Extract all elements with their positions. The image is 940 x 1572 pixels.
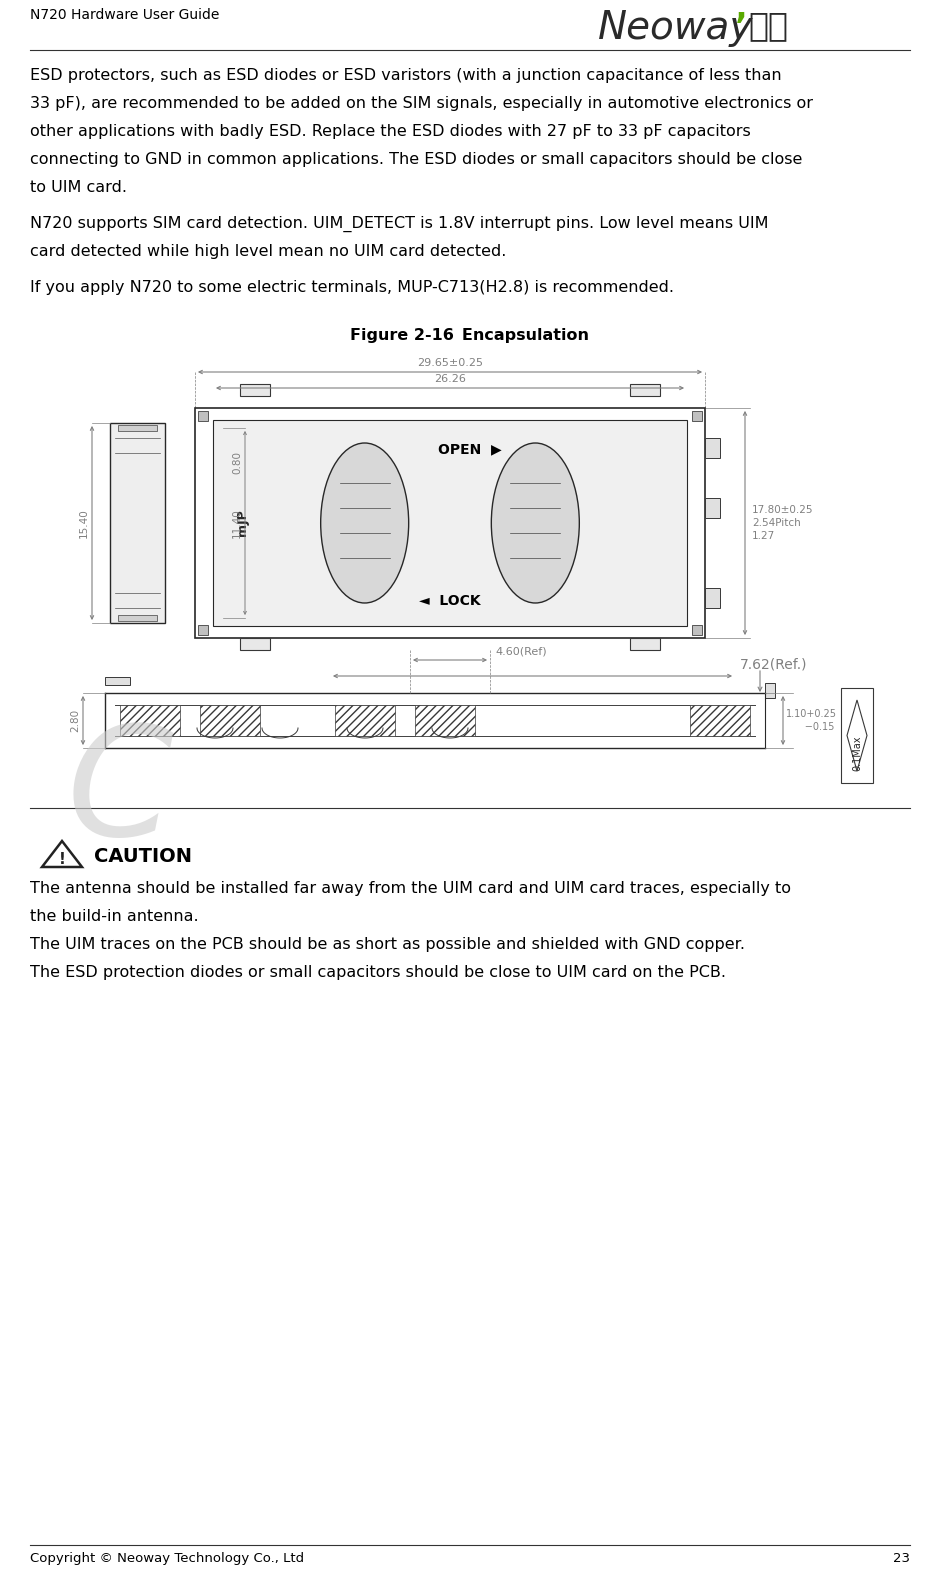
Text: the build-in antenna.: the build-in antenna. [30, 909, 198, 924]
Bar [690, 704, 750, 736]
Text: ESD protectors, such as ESD diodes or ESD varistors (with a junction capacitance: ESD protectors, such as ESD diodes or ES… [30, 68, 782, 83]
Bar [118, 615, 157, 621]
Text: ’: ’ [735, 11, 747, 44]
Text: 29.65±0.25: 29.65±0.25 [417, 358, 483, 368]
Text: C: C [67, 718, 173, 868]
Text: card detected while high level mean no UIM card detected.: card detected while high level mean no U… [30, 244, 507, 259]
Text: Neoway: Neoway [598, 9, 753, 47]
Bar [118, 424, 157, 431]
Bar [841, 689, 873, 783]
Bar [240, 638, 270, 649]
Text: 11.40: 11.40 [232, 508, 242, 538]
Bar [198, 410, 208, 421]
Text: N720 Hardware User Guide: N720 Hardware User Guide [30, 8, 219, 22]
Text: 有方: 有方 [748, 9, 788, 42]
Bar [335, 704, 395, 736]
Bar [692, 410, 702, 421]
Text: N720 supports SIM card detection. UIM_DETECT is 1.8V interrupt pins. Low level m: N720 supports SIM card detection. UIM_DE… [30, 215, 769, 233]
Bar [630, 638, 660, 649]
Text: !: ! [58, 852, 66, 868]
Text: The UIM traces on the PCB should be as short as possible and shielded with GND c: The UIM traces on the PCB should be as s… [30, 937, 745, 953]
Bar [705, 498, 720, 519]
Bar [195, 409, 705, 638]
Bar [110, 423, 165, 623]
Text: 15.40: 15.40 [79, 508, 89, 538]
Bar [105, 678, 130, 685]
Bar [200, 704, 260, 736]
Text: CAUTION: CAUTION [94, 846, 192, 866]
Text: 23: 23 [893, 1552, 910, 1566]
Text: mJP: mJP [237, 509, 249, 536]
Bar [630, 384, 660, 396]
Bar [692, 626, 702, 635]
Text: Copyright © Neoway Technology Co., Ltd: Copyright © Neoway Technology Co., Ltd [30, 1552, 305, 1566]
Text: 0.80: 0.80 [232, 451, 242, 475]
Text: The antenna should be installed far away from the UIM card and UIM card traces, : The antenna should be installed far away… [30, 880, 791, 896]
Bar [415, 704, 475, 736]
Text: other applications with badly ESD. Replace the ESD diodes with 27 pF to 33 pF ca: other applications with badly ESD. Repla… [30, 124, 751, 138]
Bar [213, 420, 687, 626]
Text: connecting to GND in common applications. The ESD diodes or small capacitors sho: connecting to GND in common applications… [30, 152, 803, 167]
Text: 0.1Max: 0.1Max [852, 736, 862, 770]
Text: 2.80: 2.80 [70, 709, 80, 733]
Bar [240, 384, 270, 396]
Ellipse shape [321, 443, 409, 604]
Text: 1.10+0.25
      −0.15: 1.10+0.25 −0.15 [786, 709, 837, 731]
Text: ◄  LOCK: ◄ LOCK [419, 594, 481, 608]
Text: 4.60(Ref): 4.60(Ref) [495, 646, 547, 656]
Text: 17.80±0.25
2.54Pitch
1.27: 17.80±0.25 2.54Pitch 1.27 [752, 505, 813, 541]
Text: 7.62(Ref.): 7.62(Ref.) [740, 659, 807, 671]
Bar [705, 588, 720, 608]
Text: to UIM card.: to UIM card. [30, 181, 127, 195]
Text: If you apply N720 to some electric terminals, MUP-C713(H2.8) is recommended.: If you apply N720 to some electric termi… [30, 280, 674, 296]
Bar [705, 439, 720, 457]
Text: Figure 2-16 Encapsulation: Figure 2-16 Encapsulation [351, 329, 589, 343]
Text: 33 pF), are recommended to be added on the SIM signals, especially in automotive: 33 pF), are recommended to be added on t… [30, 96, 813, 112]
Bar [120, 704, 180, 736]
Ellipse shape [492, 443, 579, 604]
Text: The ESD protection diodes or small capacitors should be close to UIM card on the: The ESD protection diodes or small capac… [30, 965, 726, 979]
Bar [198, 626, 208, 635]
Text: OPEN  ▶: OPEN ▶ [438, 442, 502, 456]
Bar [765, 682, 775, 698]
Text: 26.26: 26.26 [434, 374, 466, 384]
